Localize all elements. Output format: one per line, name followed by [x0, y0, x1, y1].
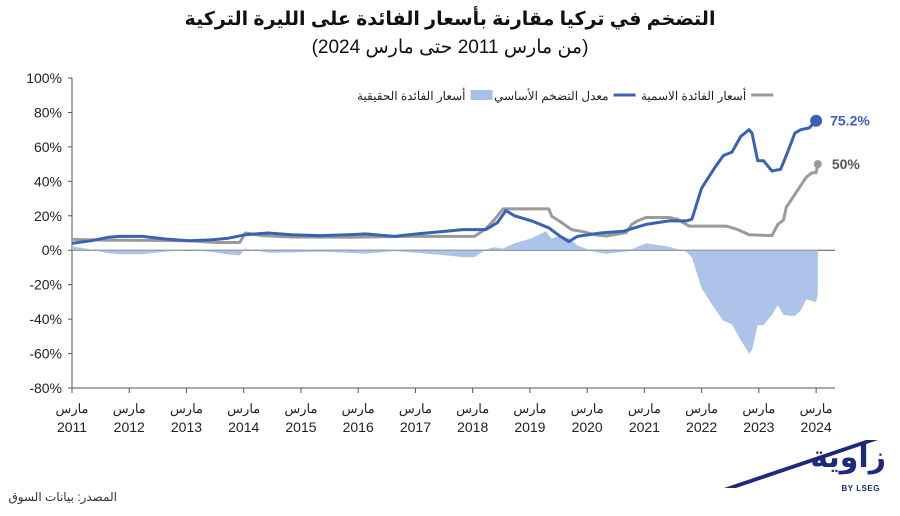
x-tick-month: مارس — [55, 401, 88, 417]
source-note: المصدر: بيانات السوق — [8, 490, 117, 504]
x-tick-month: مارس — [284, 401, 317, 417]
legend-label: أسعار الفائدة الحقيقية — [357, 88, 466, 103]
x-tick-month: مارس — [170, 401, 203, 417]
x-tick-month: مارس — [571, 401, 604, 417]
y-tick-label: 100% — [26, 70, 62, 86]
y-tick-label: 40% — [34, 173, 62, 189]
y-tick-label: 0% — [42, 242, 62, 258]
logo-sub: BY LSEG — [841, 484, 880, 493]
legend-label: أسعار الفائدة الاسمية — [641, 88, 746, 103]
x-tick-month: مارس — [513, 401, 546, 417]
series-line-core-inflation-end-marker — [810, 114, 823, 127]
x-tick-month: مارس — [685, 401, 718, 417]
x-tick-year: 2021 — [629, 419, 660, 435]
x-tick-year: 2014 — [228, 419, 259, 435]
x-tick-month: مارس — [113, 401, 146, 417]
x-tick-year: 2015 — [285, 419, 316, 435]
y-tick-label: 60% — [34, 139, 62, 155]
x-tick-year: 2019 — [514, 419, 545, 435]
logo-text: زاوية — [810, 441, 886, 474]
x-tick-year: 2017 — [400, 419, 431, 435]
y-tick-label: -80% — [29, 380, 62, 396]
x-tick-month: مارس — [399, 401, 432, 417]
logo-mark — [724, 440, 878, 488]
x-tick-year: 2018 — [457, 419, 488, 435]
x-tick-year: 2024 — [801, 419, 832, 435]
y-tick-label: -40% — [29, 311, 62, 327]
chart-subtitle: (من مارس 2011 حتى مارس 2024) — [311, 37, 589, 58]
series-line-core-inflation — [71, 119, 818, 245]
series-area-real-rates — [72, 231, 818, 354]
x-tick-year: 2022 — [686, 419, 717, 435]
x-tick-month: مارس — [342, 401, 375, 417]
x-tick-year: 2011 — [57, 419, 87, 435]
x-tick-year: 2012 — [114, 419, 145, 435]
x-tick-month: مارس — [456, 401, 489, 417]
x-tick-year: 2020 — [572, 419, 603, 435]
x-tick-month: مارس — [800, 401, 833, 417]
x-tick-year: 2023 — [743, 419, 774, 435]
series-line-nominal-rates-end-label: 50% — [832, 156, 861, 172]
series-line-nominal-rates-end-marker — [813, 160, 822, 169]
y-tick-label: 20% — [34, 208, 62, 224]
x-tick-month: مارس — [227, 401, 260, 417]
legend-label: معدل التضخم الأساسي — [494, 88, 609, 103]
series-line-core-inflation-end-label: 75.2% — [830, 113, 870, 129]
chart-title: التضخم في تركيا مقارنة بأسعار الفائدة عل… — [184, 9, 716, 30]
x-tick-month: مارس — [742, 401, 775, 417]
x-tick-year: 2013 — [171, 419, 202, 435]
x-tick-year: 2016 — [343, 419, 374, 435]
series-line-nominal-rates — [71, 163, 820, 244]
zawya-logo: زاوية BY LSEG — [716, 440, 886, 498]
x-tick-month: مارس — [628, 401, 661, 417]
y-tick-label: -20% — [29, 277, 62, 293]
y-tick-label: -60% — [29, 346, 62, 362]
y-tick-label: 80% — [34, 104, 62, 120]
legend-swatch-area — [470, 90, 493, 100]
